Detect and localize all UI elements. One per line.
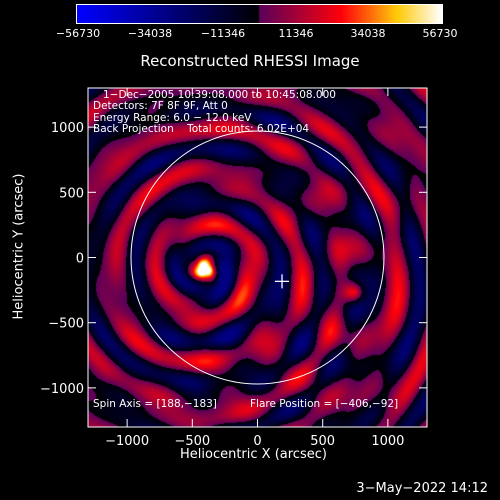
x-tick-label: −1000 [105, 434, 149, 449]
chart-title: Reconstructed RHESSI Image [140, 52, 360, 70]
colorbar-tick: 56730 [422, 27, 458, 40]
colorbar [76, 4, 443, 24]
colorbar-tick: −34038 [127, 27, 173, 40]
energy-range-label: Energy Range: 6.0 − 12.0 keV [93, 112, 252, 124]
y-tick-label: −500 [48, 317, 84, 332]
y-tick-label: 500 [59, 186, 84, 201]
detectors-label: Detectors: 7F 8F 9F, Att 0 [93, 100, 228, 112]
colorbar-tick: −11346 [200, 27, 246, 40]
y-tick-label: −1000 [40, 382, 84, 397]
colorbar-tick: −56730 [55, 27, 101, 40]
colorbar-ticks: −56730 −34038 −11346 11346 34038 56730 [0, 0, 500, 40]
time-range-label: 1−Dec−2005 10:39:08.000 to 10:45:08.000 [103, 89, 336, 101]
x-axis-label: Heliocentric X (arcsec) [180, 447, 327, 462]
footer-date: 3−May−2022 14:12 [356, 481, 488, 496]
method-counts-label: Back Projection Total counts: 6.02E+04 [93, 123, 310, 135]
spin-axis-label: Spin Axis = [188,−183] [93, 398, 217, 410]
flare-position-label: Flare Position = [−406,−92] [250, 398, 399, 410]
y-tick-label: 0 [76, 252, 84, 267]
colorbar-tick: 34038 [350, 27, 386, 40]
x-tick-label: 1000 [371, 434, 404, 449]
y-axis-label: Heliocentric Y (arcsec) [11, 173, 27, 320]
colorbar-tick: 11346 [278, 27, 314, 40]
rhessi-image [88, 88, 427, 427]
y-tick-label: 1000 [51, 121, 84, 136]
